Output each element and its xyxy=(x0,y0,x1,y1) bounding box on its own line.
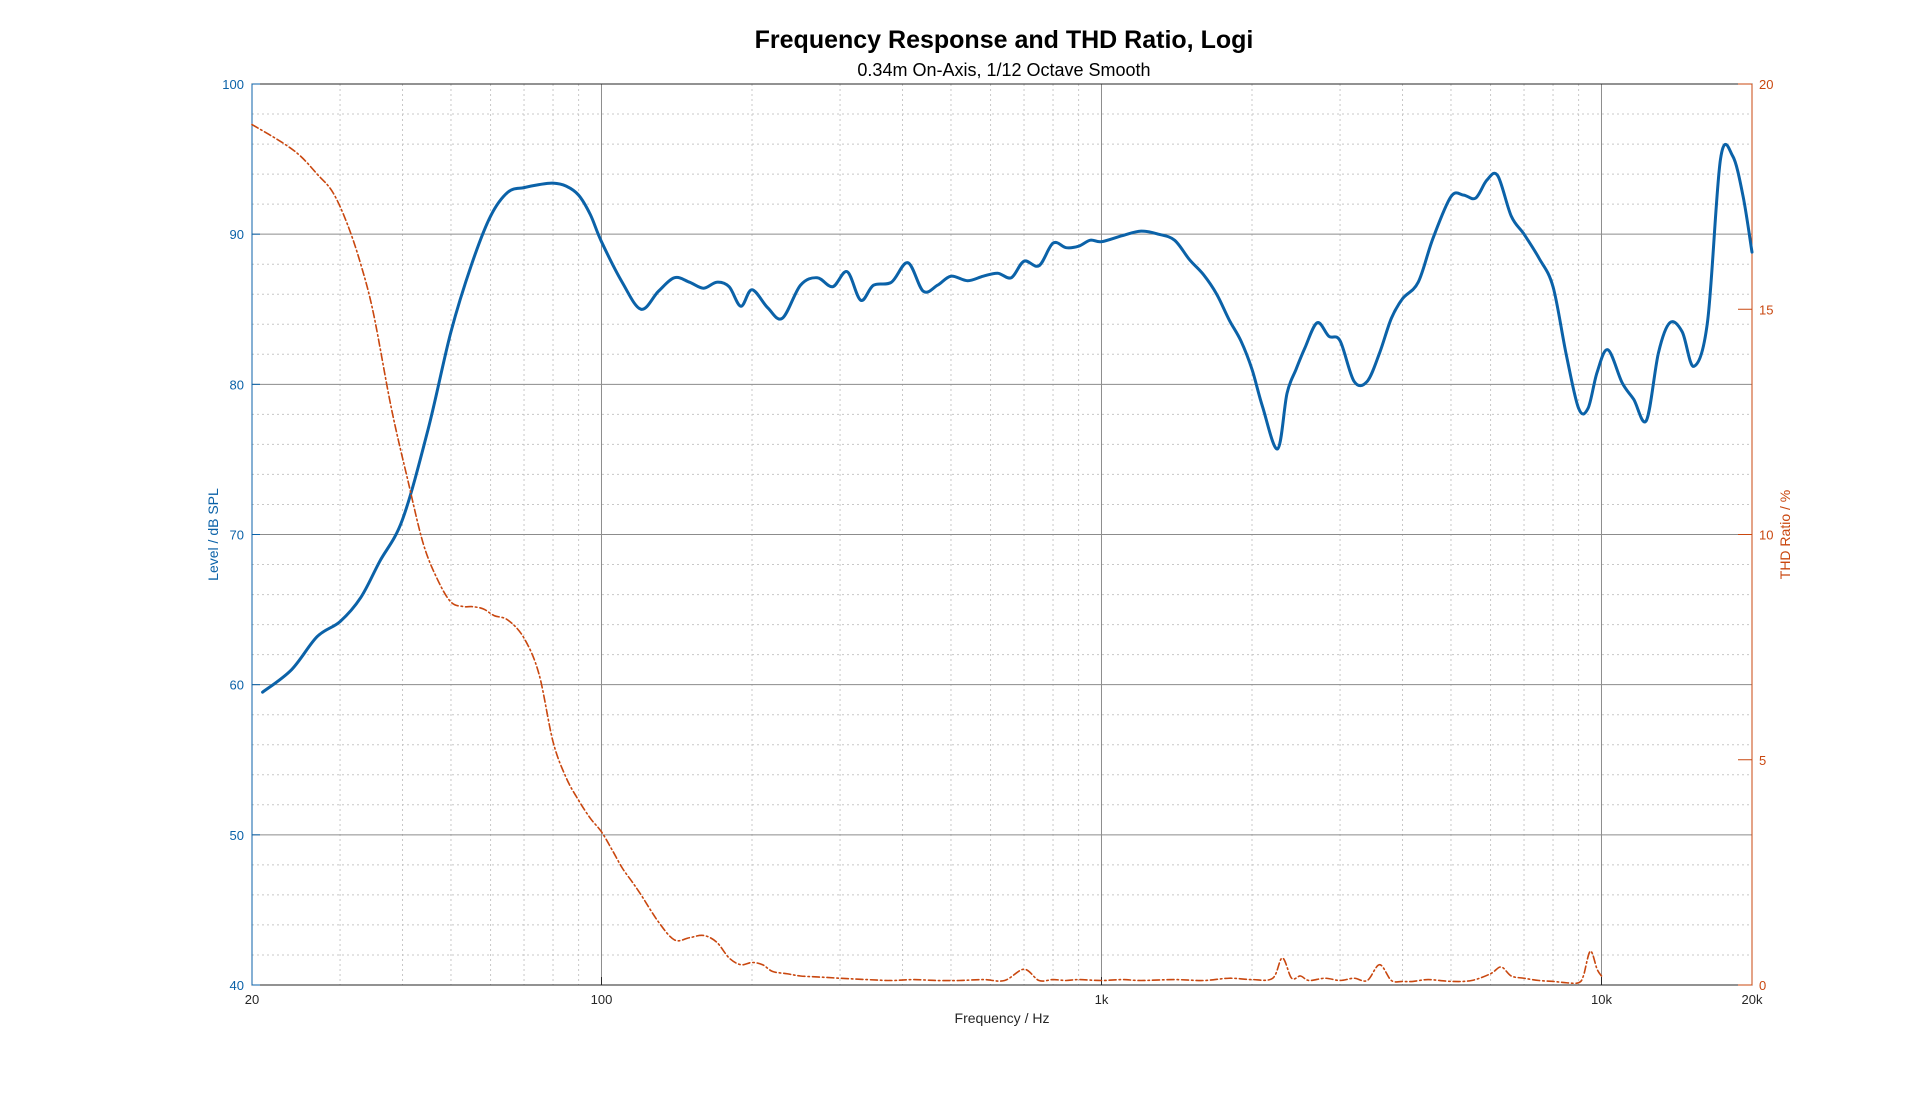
left-y-tick-label: 70 xyxy=(230,528,244,543)
right-y-tick-label: 10 xyxy=(1759,528,1773,543)
left-y-tick-label: 100 xyxy=(222,77,244,92)
left-y-tick-label: 80 xyxy=(230,377,244,392)
x-axis-label: Frequency / Hz xyxy=(955,1010,1050,1026)
left-y-tick-label: 40 xyxy=(230,978,244,993)
chart-subtitle: 0.34m On-Axis, 1/12 Octave Smooth xyxy=(857,60,1150,80)
right-y-tick-label: 5 xyxy=(1759,753,1766,768)
left-y-tick-label: 50 xyxy=(230,828,244,843)
chart-title: Frequency Response and THD Ratio, Logi xyxy=(755,26,1254,54)
x-tick-label: 10k xyxy=(1591,992,1612,1007)
thd-ratio-line xyxy=(251,123,1603,985)
left-y-tick-label: 60 xyxy=(230,678,244,693)
major-grid xyxy=(252,84,1752,985)
right-y-tick-label: 15 xyxy=(1759,302,1773,317)
right-y-tick-label: 0 xyxy=(1759,978,1766,993)
x-tick-label: 20 xyxy=(245,992,259,1007)
x-tick-label: 1k xyxy=(1095,992,1109,1007)
left-y-tick-label: 90 xyxy=(230,227,244,242)
frequency-response-line xyxy=(261,142,1754,694)
x-tick-label: 20k xyxy=(1742,992,1763,1007)
right-y-axis-label: THD Ratio / % xyxy=(1777,490,1793,579)
left-y-axis-label: Level / dB SPL xyxy=(205,488,221,581)
x-tick-label: 100 xyxy=(591,992,613,1007)
series-layer xyxy=(251,123,1754,985)
axis-ticks: 20 100 1k 10k 20k 40 50 60 70 80 90 100 0 5 10 15 20 xyxy=(222,77,1773,1007)
right-y-tick-label: 20 xyxy=(1759,77,1773,92)
